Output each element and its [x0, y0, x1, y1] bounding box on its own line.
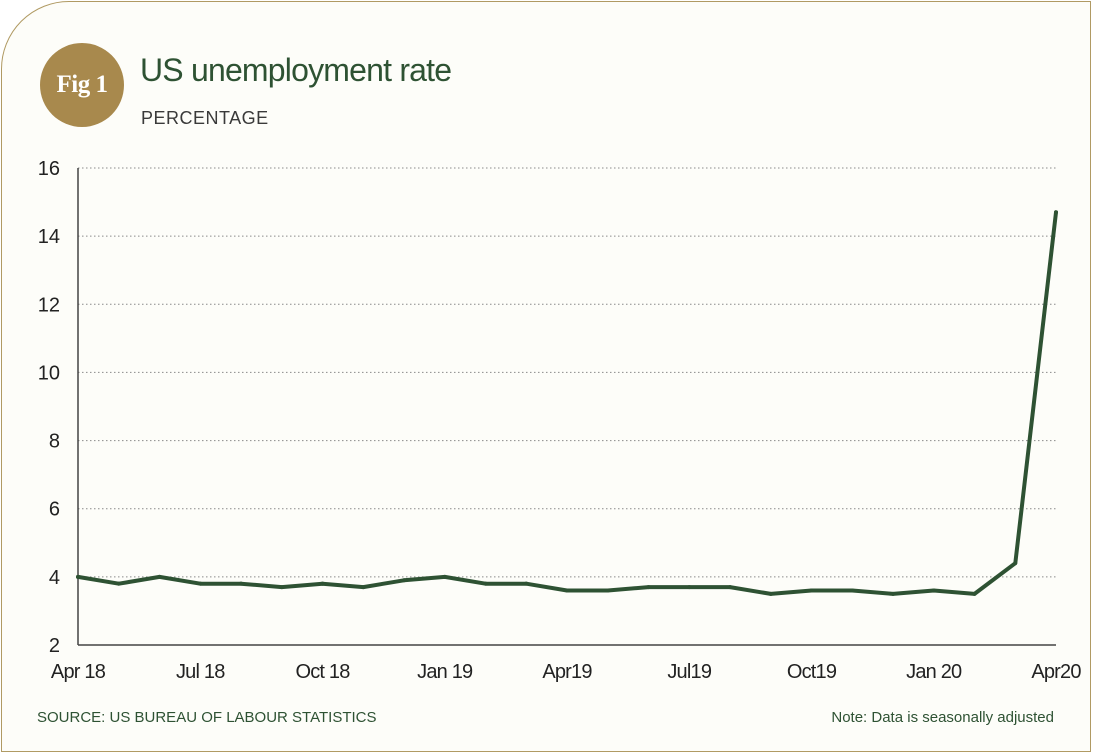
data-point [239, 581, 243, 586]
gridlines [78, 167, 1056, 578]
x-tick-label: Oct 18 [295, 661, 350, 683]
x-axis-ticks: Apr 18 Jul 18 Oct 18 Jan 19 Apr19 Jul19 Oct19 J… [51, 661, 1082, 683]
y-tick-label: 12 [38, 294, 60, 316]
data-point [279, 585, 284, 590]
data-point [157, 574, 162, 579]
data-point [768, 591, 773, 596]
x-tick-label: Oct19 [787, 661, 837, 683]
data-point [891, 591, 895, 596]
x-tick-label: Jan 20 [906, 661, 962, 683]
data-point [931, 588, 936, 593]
source-note: SOURCE: US BUREAU OF LABOUR STATISTICS [37, 709, 377, 726]
y-tick-label: 10 [38, 362, 60, 384]
fig-badge: Fig 1 [40, 43, 124, 127]
data-point [483, 581, 488, 586]
data-point [116, 581, 121, 586]
chart-subtitle: PERCENTAGE [141, 108, 269, 128]
data-point [728, 585, 732, 590]
x-tick-label: Jul 18 [176, 661, 225, 683]
series-group [76, 210, 1058, 596]
y-tick-label: 6 [49, 499, 60, 521]
axes [77, 168, 1056, 646]
data-point [76, 574, 80, 579]
fig-badge-label: Fig 1 [56, 71, 108, 98]
x-tick-label: Apr20 [1031, 661, 1081, 683]
data-point [320, 581, 325, 586]
data-point [605, 588, 610, 593]
data-point [1013, 561, 1018, 566]
data-point [565, 588, 569, 593]
y-tick-label: 8 [49, 431, 60, 453]
y-tick-label: 16 [38, 158, 60, 180]
data-point [402, 578, 406, 583]
y-tick-label: 4 [49, 567, 60, 589]
data-point [361, 585, 366, 590]
series-line [76, 210, 1058, 596]
data-point [442, 574, 447, 579]
data-point [1054, 210, 1058, 215]
data-point [850, 588, 855, 593]
x-tick-label: Jul19 [667, 661, 711, 683]
x-tick-label: Apr 18 [51, 661, 106, 683]
y-tick-label: 14 [38, 226, 60, 248]
data-point [198, 581, 203, 586]
adjustment-note: Note: Data is seasonally adjusted [831, 709, 1054, 726]
data-point [646, 585, 651, 590]
data-point [809, 588, 814, 593]
data-point [524, 581, 529, 586]
x-tick-label: Jan 19 [417, 661, 473, 683]
y-tick-label: 2 [49, 635, 60, 657]
data-point [972, 591, 977, 596]
x-tick-label: Apr19 [542, 661, 592, 683]
data-point [687, 585, 692, 590]
chart-title: US unemployment rate [140, 52, 452, 88]
y-axis-ticks: 2 4 6 8 10 12 14 16 [38, 158, 60, 657]
